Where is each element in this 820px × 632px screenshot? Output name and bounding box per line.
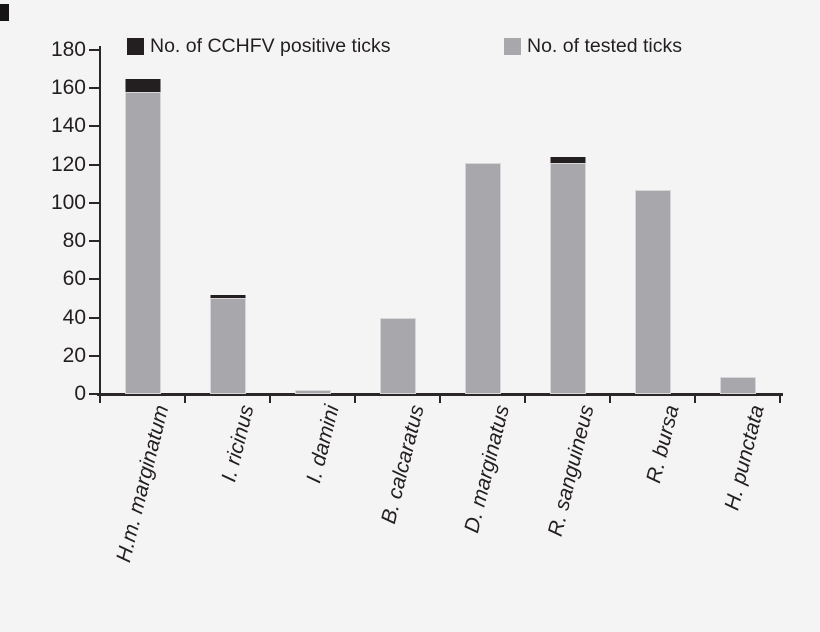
y-axis-tick	[89, 49, 99, 51]
x-axis-tick	[779, 394, 781, 403]
bar-segment-tested	[634, 189, 671, 394]
x-axis-category-label: R. bursa	[642, 402, 684, 486]
x-axis-category-label: I. ricinus	[217, 402, 259, 485]
legend-label-positive: No. of CCHFV positive ticks	[150, 35, 391, 57]
x-axis-tick	[524, 394, 526, 403]
bar-segment-tested	[294, 390, 331, 394]
x-axis-tick	[269, 394, 271, 403]
bar-segment-positive	[124, 78, 161, 93]
bar-segment-tested	[719, 376, 756, 394]
x-axis-category-label: I. damini	[302, 402, 344, 486]
x-axis-tick	[694, 394, 696, 403]
x-axis-category-label: H. punctata	[720, 402, 769, 513]
x-axis-tick	[184, 394, 186, 403]
legend-label-tested: No. of tested ticks	[527, 35, 682, 57]
y-axis-tick	[89, 125, 99, 128]
y-axis-tick-label: 140	[50, 114, 86, 138]
y-axis-tick-label: 160	[50, 76, 86, 100]
y-axis-tick	[89, 316, 99, 319]
x-axis-category-label: R. sanguineus	[544, 402, 599, 539]
legend-item-tested: No. of tested ticks	[504, 36, 682, 56]
x-axis-tick	[99, 394, 101, 403]
x-axis-category-label: B. calcaratus	[377, 402, 429, 527]
y-axis-tick-label: 120	[50, 152, 86, 176]
x-axis-category-label: D. marginatus	[459, 402, 514, 536]
y-axis-tick	[89, 163, 99, 166]
y-axis-tick-label: 180	[50, 38, 86, 61]
y-axis-tick-label: 40	[62, 305, 86, 329]
y-axis-tick	[89, 240, 99, 243]
y-axis-tick-label: 80	[62, 229, 86, 253]
y-axis-tick-label: 0	[74, 382, 86, 405]
x-axis-tick	[354, 394, 356, 403]
y-axis-tick	[89, 354, 99, 357]
scan-artifact	[0, 4, 9, 21]
y-axis-tick-label: 60	[62, 267, 86, 291]
y-axis-line	[99, 46, 101, 396]
bar-segment-tested	[124, 92, 161, 394]
x-axis-category-label: H.m. marginatum	[112, 402, 174, 565]
x-axis-tick	[439, 394, 441, 403]
y-axis-tick	[89, 278, 99, 281]
bar-segment-tested	[549, 162, 586, 394]
bar-segment-positive	[209, 294, 246, 299]
legend-swatch-positive-icon	[127, 37, 144, 55]
x-axis-tick	[609, 394, 611, 403]
y-axis-tick-label: 100	[50, 190, 86, 214]
legend-item-positive: No. of CCHFV positive ticks	[127, 36, 391, 56]
y-axis-tick-label: 20	[62, 343, 86, 367]
bar-segment-tested	[379, 317, 416, 394]
bar-segment-tested	[209, 298, 246, 394]
bar-segment-tested	[464, 162, 501, 394]
y-axis-tick	[89, 87, 99, 90]
legend-swatch-tested-icon	[504, 37, 521, 55]
chart-legend: No. of CCHFV positive ticks No. of teste…	[0, 0, 820, 60]
y-axis-tick	[89, 201, 99, 204]
y-axis-tick	[89, 393, 99, 395]
bar-segment-positive	[549, 157, 586, 163]
